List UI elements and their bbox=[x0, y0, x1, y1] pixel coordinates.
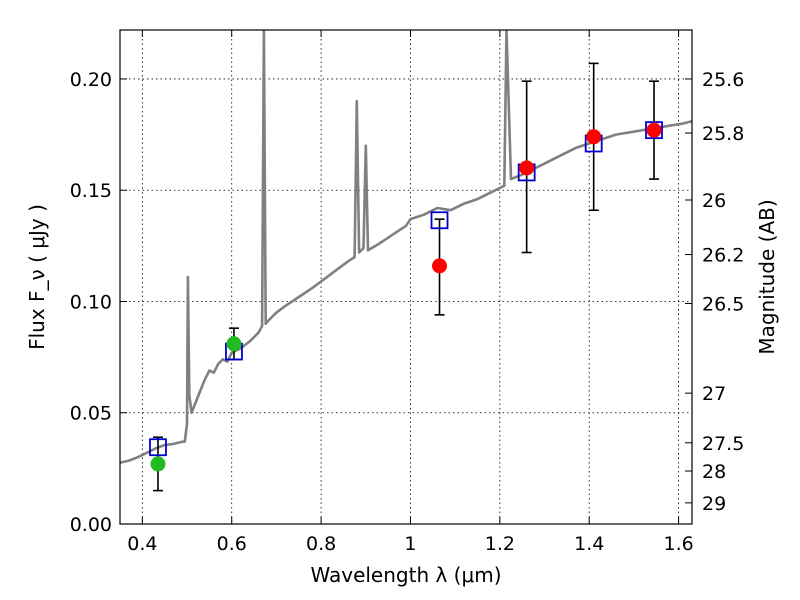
red-data-point bbox=[646, 122, 662, 138]
spectrum-line bbox=[120, 30, 692, 465]
right-tick-label: 26 bbox=[702, 190, 726, 212]
x-tick-label: 0.4 bbox=[127, 533, 157, 555]
model-square bbox=[645, 121, 663, 140]
right-axis-label-group: Magnitude (AB) bbox=[755, 199, 779, 354]
x-tick-label: 0.8 bbox=[306, 533, 336, 555]
axis-ticks: 0.4 0.6 0.8 1 1.2 1.4 1.6 0.00 0.05 0.10 0.15 0.20 2… bbox=[70, 30, 744, 555]
right-tick-label: 25.8 bbox=[702, 123, 744, 145]
y-tick-label: 0.20 bbox=[70, 69, 112, 91]
x-tick-label: 1.4 bbox=[574, 533, 604, 555]
right-axis-label: Magnitude (AB) bbox=[755, 199, 779, 354]
y-tick-label: 0.15 bbox=[70, 180, 112, 202]
x-tick-label: 1.6 bbox=[663, 533, 693, 555]
red-data-point bbox=[432, 258, 448, 274]
right-tick-label: 27.5 bbox=[702, 433, 744, 455]
plot-area bbox=[120, 30, 692, 492]
red-data-point bbox=[586, 129, 602, 145]
model-square bbox=[149, 438, 167, 457]
green-data-point bbox=[150, 456, 166, 472]
y-tick-label: 0.00 bbox=[70, 514, 112, 536]
y-axis-label: Flux F_ν ( μJy ) bbox=[25, 204, 49, 350]
right-tick-label: 26.5 bbox=[702, 293, 744, 315]
y-tick-label: 0.10 bbox=[70, 291, 112, 313]
x-tick-label: 1 bbox=[404, 533, 416, 555]
x-tick-label: 1.2 bbox=[485, 533, 515, 555]
red-data-point bbox=[519, 160, 535, 176]
green-data-point bbox=[226, 336, 242, 352]
grid-lines bbox=[120, 30, 692, 525]
right-tick-label: 27 bbox=[702, 383, 726, 405]
right-tick-label: 26.2 bbox=[702, 245, 744, 267]
y-axis-label-group: Flux F_ν ( μJy ) bbox=[25, 204, 49, 350]
plot-frame bbox=[119, 29, 693, 525]
x-axis-label: Wavelength λ (μm) bbox=[310, 563, 501, 587]
x-tick-label: 0.6 bbox=[217, 533, 247, 555]
right-tick-label: 28 bbox=[702, 461, 726, 483]
right-tick-label: 29 bbox=[702, 493, 726, 515]
right-tick-label: 25.6 bbox=[702, 69, 744, 91]
model-square bbox=[430, 211, 449, 230]
y-tick-label: 0.05 bbox=[70, 403, 112, 425]
